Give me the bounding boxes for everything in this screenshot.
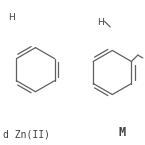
- Text: H: H: [9, 13, 15, 22]
- Text: d Zn(II): d Zn(II): [3, 129, 50, 139]
- Text: M: M: [118, 126, 125, 139]
- Text: H: H: [97, 18, 103, 27]
